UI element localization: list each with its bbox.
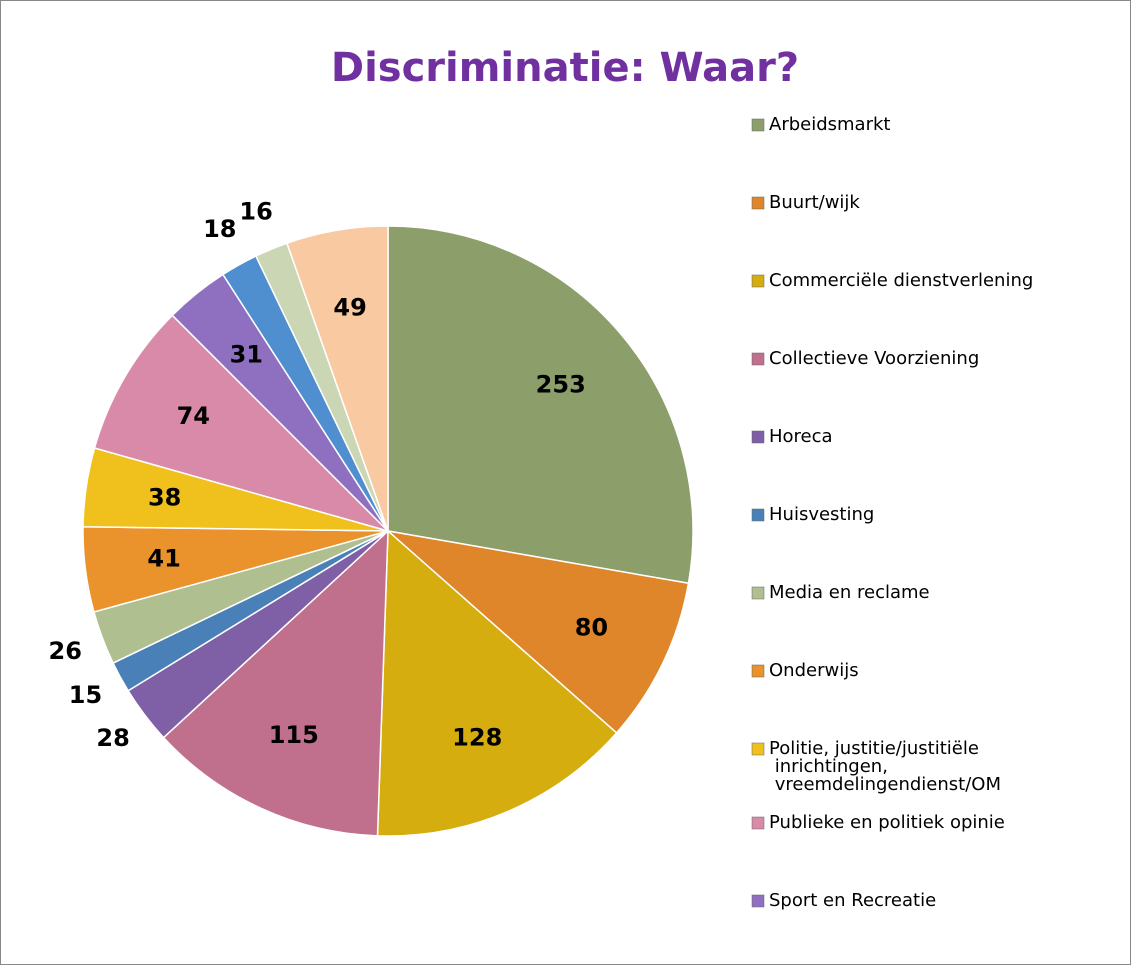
data-label: 49 (333, 294, 366, 322)
legend-line: inrichtingen, (769, 756, 888, 777)
legend-swatch (751, 196, 765, 210)
legend-swatch (751, 118, 765, 132)
legend-label: Horeca (769, 426, 833, 447)
legend-label: Politie, justitie/justitiële inrichtinge… (769, 738, 1001, 795)
data-label: 41 (147, 545, 180, 573)
data-label: 28 (96, 724, 129, 752)
data-label: 15 (69, 681, 102, 709)
legend-swatch (751, 742, 765, 756)
data-label: 115 (269, 721, 319, 749)
legend-label: Arbeidsmarkt (769, 114, 890, 135)
legend-swatch (751, 664, 765, 678)
chart-title: Discriminatie: Waar? (331, 45, 799, 91)
legend-label: Collectieve Voorziening (769, 348, 979, 369)
legend-swatch (751, 586, 765, 600)
legend-swatch (751, 430, 765, 444)
pie-slice (385, 529, 690, 734)
data-label: 26 (49, 637, 82, 665)
legend-label: Media en reclame (769, 582, 930, 603)
legend-label: Buurt/wijk (769, 192, 860, 213)
pie-slice (387, 225, 694, 585)
data-label: 80 (575, 614, 608, 642)
legend-swatch (751, 274, 765, 288)
pie-slice (376, 529, 618, 837)
legend-line: vreemdelingendienst/OM (769, 774, 1001, 795)
legend-line: Politie, justitie/justitiële (769, 738, 979, 759)
legend-swatch (751, 816, 765, 830)
data-label: 38 (148, 483, 181, 511)
legend-swatch (751, 508, 765, 522)
legend-swatch (751, 894, 765, 908)
data-label: 128 (452, 723, 502, 751)
legend-label: Commerciële dienstverlening (769, 270, 1033, 291)
legend-label: Publieke en politiek opinie (769, 812, 1005, 833)
pie-slice (93, 314, 391, 533)
legend-label: Sport en Recreatie (769, 890, 936, 911)
data-label: 31 (230, 340, 263, 368)
data-label: 16 (239, 198, 272, 226)
legend-label: Onderwijs (769, 660, 859, 681)
data-label: 18 (203, 215, 236, 243)
legend-swatch (751, 352, 765, 366)
data-label: 253 (536, 371, 586, 399)
pie-slice (286, 225, 389, 532)
legend-label: Huisvesting (769, 504, 874, 525)
data-label: 74 (177, 402, 210, 430)
pie-slice (162, 529, 389, 837)
